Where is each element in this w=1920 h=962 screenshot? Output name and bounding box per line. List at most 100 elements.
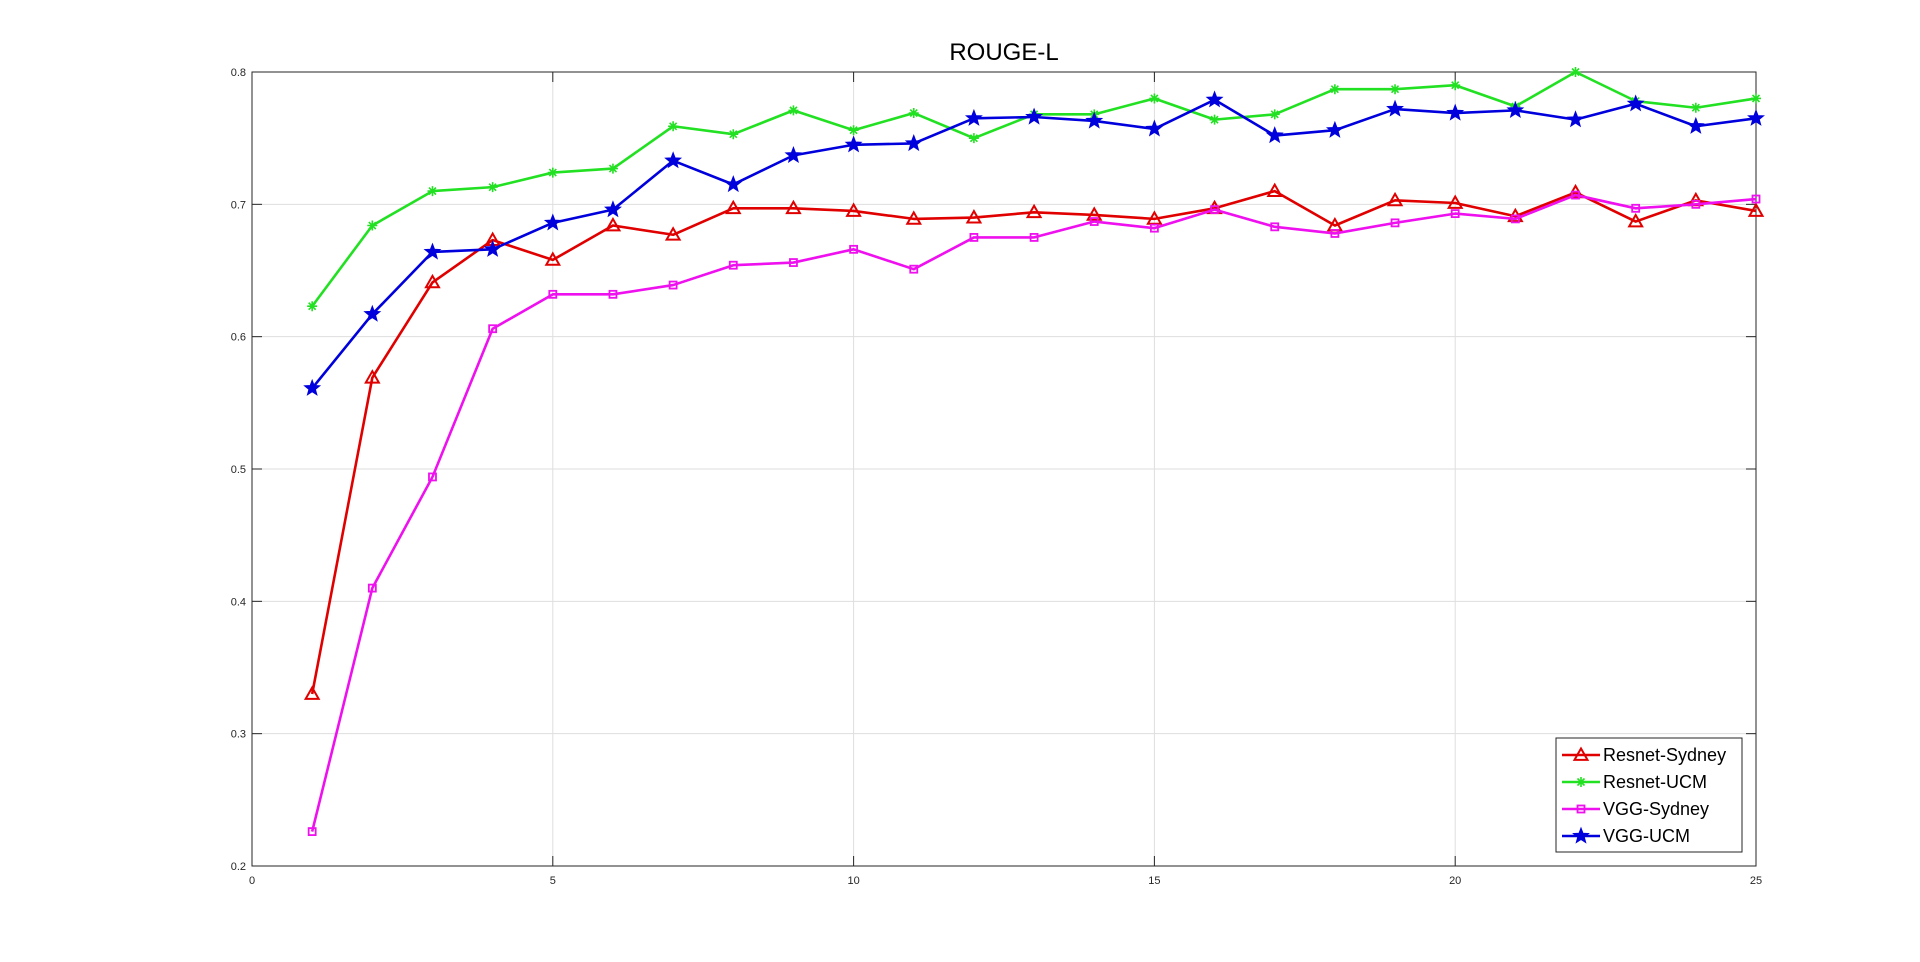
legend-entry-vgg-sydney: VGG-Sydney (1562, 799, 1709, 819)
data-point-vgg-ucm (1626, 94, 1645, 112)
data-point-resnet-sydney (1747, 202, 1765, 217)
y-tick-label: 0.7 (231, 199, 246, 211)
legend-label: VGG-UCM (1603, 826, 1690, 846)
legend-swatch-marker (1572, 746, 1590, 761)
data-point-vgg-sydney (849, 244, 858, 254)
data-point-vgg-sydney (608, 289, 618, 299)
data-point-vgg-sydney (728, 260, 738, 270)
data-point-vgg-ucm (664, 151, 683, 169)
x-tick-label: 20 (1449, 875, 1461, 887)
data-point-vgg-ucm (1686, 116, 1705, 134)
data-point-resnet-ucm (1209, 114, 1220, 125)
legend-entry-resnet-ucm: Resnet-UCM (1562, 772, 1707, 792)
data-point-resnet-ucm (668, 121, 679, 132)
legend-swatch-marker (1572, 826, 1590, 844)
data-point-vgg-ucm (964, 108, 983, 126)
data-point-resnet-sydney (1446, 194, 1464, 209)
data-point-vgg-ucm (604, 200, 622, 218)
data-point-resnet-sydney (303, 685, 321, 700)
legend-entry-vgg-ucm: VGG-UCM (1562, 826, 1690, 846)
data-point-resnet-sydney (664, 226, 682, 241)
x-tick-label: 5 (550, 875, 556, 887)
x-tick-label: 25 (1750, 875, 1762, 887)
legend-label: VGG-Sydney (1603, 799, 1709, 819)
data-point-resnet-ucm (307, 301, 318, 312)
data-point-vgg-ucm (1747, 108, 1765, 126)
y-tick-label: 0.6 (231, 332, 246, 344)
y-tick-label: 0.8 (231, 67, 246, 79)
legend-swatch-marker (1576, 777, 1586, 787)
data-point-vgg-sydney (488, 324, 498, 334)
data-point-vgg-ucm (1205, 90, 1224, 108)
data-point-vgg-ucm (724, 175, 743, 193)
data-point-vgg-ucm (1325, 120, 1344, 138)
legend-label: Resnet-UCM (1603, 772, 1707, 792)
data-point-vgg-sydney (1631, 203, 1641, 213)
data-point-vgg-sydney (307, 827, 317, 836)
data-point-resnet-sydney (1266, 182, 1283, 197)
series-resnet-ucm (307, 67, 1761, 312)
data-point-vgg-sydney (909, 264, 919, 274)
data-point-vgg-sydney (1089, 217, 1099, 226)
data-point-resnet-ucm (427, 186, 438, 197)
data-point-vgg-sydney (367, 583, 377, 593)
data-point-vgg-ucm (1506, 100, 1525, 118)
data-point-resnet-sydney (544, 251, 562, 266)
data-point-resnet-ucm (1149, 93, 1160, 104)
data-point-vgg-ucm (1145, 119, 1164, 137)
data-point-vgg-ucm (784, 145, 803, 163)
data-point-vgg-ucm (423, 242, 442, 260)
y-tick-label: 0.3 (231, 729, 246, 741)
data-point-vgg-ucm (363, 304, 382, 322)
data-point-resnet-sydney (424, 273, 441, 289)
series-line-vgg-ucm (311, 98, 1757, 390)
y-tick-label: 0.5 (231, 464, 246, 476)
legend-entry-resnet-sydney: Resnet-Sydney (1562, 745, 1726, 765)
data-point-resnet-sydney (725, 199, 742, 215)
chart-title: ROUGE-L (949, 39, 1058, 66)
data-point-resnet-ucm (1269, 109, 1280, 120)
data-point-resnet-ucm (968, 133, 979, 144)
series-line-resnet-sydney (310, 189, 1757, 695)
data-point-resnet-sydney (1627, 213, 1644, 228)
data-point-vgg-sydney (668, 280, 678, 290)
data-point-vgg-ucm (1265, 126, 1284, 144)
data-point-vgg-sydney (969, 233, 979, 242)
legend-label: Resnet-Sydney (1603, 745, 1726, 765)
series-line-vgg-sydney (310, 193, 1757, 832)
data-point-resnet-ucm (367, 220, 378, 231)
legend: Resnet-Sydney Resnet-UCM VGG-Sydney VGG-UCM (1555, 737, 1743, 853)
data-point-vgg-ucm (1085, 111, 1104, 129)
data-point-resnet-ucm (908, 108, 919, 119)
grid-lines (252, 72, 1756, 866)
data-point-resnet-ucm (1329, 84, 1340, 95)
data-point-resnet-ucm (1450, 80, 1461, 91)
data-point-vgg-sydney (1510, 214, 1520, 224)
axis-ticks: 0 5 10 15 20 25 0.2 0.3 0.4 0.5 0.6 0.7 0.8 (231, 67, 1762, 887)
y-tick-label: 0.2 (231, 861, 246, 873)
data-point-vgg-sydney (1751, 194, 1761, 204)
legend-swatch-marker (1576, 804, 1586, 814)
series-layer (303, 67, 1765, 836)
data-point-resnet-sydney (905, 210, 922, 225)
data-point-vgg-sydney (1029, 233, 1039, 242)
x-tick-label: 0 (249, 875, 255, 887)
series-vgg-sydney (307, 190, 1761, 836)
data-point-resnet-sydney (1386, 191, 1404, 207)
data-point-resnet-ucm (1751, 93, 1761, 104)
data-point-resnet-sydney (364, 369, 381, 384)
data-point-resnet-sydney (604, 216, 622, 232)
data-point-resnet-ucm (547, 167, 558, 178)
data-point-resnet-sydney (965, 209, 983, 224)
y-tick-label: 0.4 (231, 596, 246, 608)
data-point-vgg-ucm (543, 213, 562, 231)
data-point-vgg-ucm (1386, 99, 1404, 117)
data-point-vgg-sydney (1450, 209, 1460, 218)
series-vgg-ucm (303, 90, 1765, 396)
data-point-vgg-sydney (1571, 190, 1580, 200)
data-point-resnet-ucm (487, 182, 498, 193)
data-point-vgg-ucm (904, 134, 923, 152)
data-point-resnet-ucm (848, 125, 859, 136)
data-point-vgg-sydney (1150, 223, 1159, 233)
